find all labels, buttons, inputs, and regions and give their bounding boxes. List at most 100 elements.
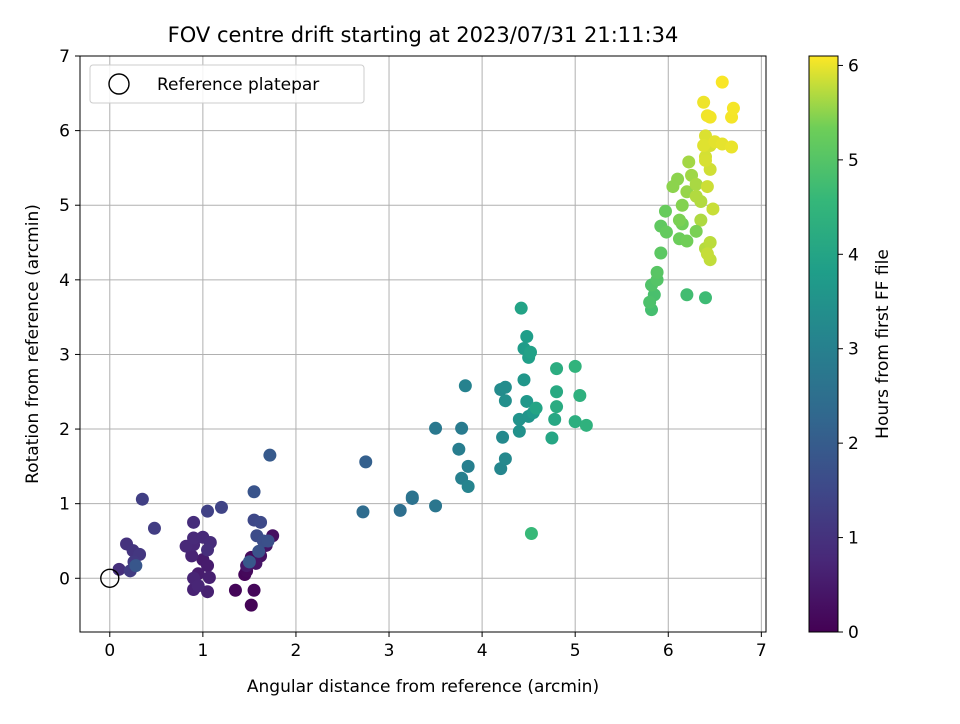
- data-point: [666, 180, 680, 194]
- data-point: [703, 110, 717, 124]
- colorbar-label: Hours from first FF file: [873, 249, 893, 439]
- legend-entry-label: Reference platepar: [157, 75, 319, 95]
- data-point: [725, 140, 739, 154]
- data-point: [201, 504, 215, 518]
- data-point: [461, 480, 475, 494]
- colorbar-tick-label: 3: [848, 340, 859, 360]
- data-point: [650, 265, 664, 279]
- legend-marker-icon: [108, 73, 130, 95]
- data-point: [697, 95, 711, 109]
- data-point: [498, 394, 512, 408]
- x-tick-label: 4: [477, 641, 488, 661]
- data-point: [654, 246, 668, 260]
- data-point: [244, 598, 258, 612]
- x-axis-label: Angular distance from reference (arcmin): [247, 677, 599, 697]
- data-point: [247, 583, 261, 597]
- y-tick-label: 1: [59, 495, 70, 515]
- data-point: [494, 462, 508, 476]
- colorbar-tick-label: 2: [848, 434, 859, 454]
- data-point: [689, 224, 703, 238]
- data-point: [520, 394, 534, 408]
- data-point: [672, 213, 686, 227]
- data-point: [524, 527, 538, 541]
- data-point: [689, 177, 703, 191]
- data-point: [550, 362, 564, 376]
- data-point: [689, 189, 703, 203]
- data-point: [698, 153, 712, 167]
- x-tick-label: 6: [663, 641, 674, 661]
- data-point: [579, 418, 593, 432]
- data-point: [706, 202, 720, 216]
- colorbar-tick-label: 4: [848, 245, 859, 265]
- data-point: [698, 291, 712, 305]
- data-point: [214, 500, 228, 514]
- data-point: [675, 198, 689, 212]
- data-point: [112, 562, 126, 576]
- data-point: [429, 421, 443, 435]
- data-point: [201, 559, 215, 573]
- chart-title: FOV centre drift starting at 2023/07/31 …: [168, 23, 679, 47]
- data-point: [643, 295, 657, 309]
- data-point: [524, 345, 538, 359]
- plot-frame: [79, 55, 767, 633]
- x-tick-label: 1: [197, 641, 208, 661]
- y-tick-label: 7: [59, 47, 70, 67]
- data-point: [498, 452, 512, 466]
- data-point: [405, 490, 419, 504]
- data-point: [187, 531, 201, 545]
- x-tick-label: 7: [756, 641, 767, 661]
- data-point: [455, 421, 469, 435]
- data-point: [202, 571, 216, 585]
- y-tick-label: 6: [59, 122, 70, 142]
- data-point: [263, 448, 277, 462]
- reference-point-marker: [100, 568, 120, 588]
- y-tick-label: 5: [59, 196, 70, 216]
- x-tick-label: 2: [291, 641, 302, 661]
- data-point: [550, 385, 564, 399]
- data-point: [147, 521, 161, 535]
- data-point: [550, 400, 564, 414]
- data-point: [247, 485, 261, 499]
- data-point: [228, 583, 242, 597]
- y-axis-label: Rotation from reference (arcmin): [23, 204, 43, 484]
- data-point: [659, 225, 673, 239]
- y-tick-label: 3: [59, 345, 70, 365]
- legend: Reference platepar: [89, 64, 365, 104]
- data-point: [568, 415, 582, 429]
- x-tick-label: 3: [384, 641, 395, 661]
- data-point: [498, 380, 512, 394]
- data-point: [568, 359, 582, 373]
- data-point: [252, 544, 266, 558]
- colorbar-ticks: 0 1 2 3 4 5 6: [838, 56, 859, 643]
- colorbar-tick-label: 5: [848, 151, 859, 171]
- data-points: [112, 75, 740, 612]
- data-point: [514, 301, 528, 315]
- colorbar-tick-label: 1: [848, 529, 859, 549]
- y-tick-label: 2: [59, 420, 70, 440]
- data-point: [254, 515, 268, 529]
- y-tick-label: 4: [59, 271, 70, 291]
- data-point: [129, 559, 143, 573]
- data-point: [359, 455, 373, 469]
- data-point: [680, 288, 694, 302]
- data-point: [520, 330, 534, 344]
- data-point: [429, 499, 443, 513]
- data-point: [698, 129, 712, 143]
- x-tick-label: 5: [570, 641, 581, 661]
- x-axis-ticks: 0 1 2 3 4 5 6 7: [104, 632, 767, 661]
- data-point: [512, 424, 526, 438]
- data-point: [697, 139, 711, 153]
- data-point: [545, 431, 559, 445]
- data-point: [680, 234, 694, 248]
- data-point: [356, 505, 370, 519]
- y-axis-ticks: 0 1 2 3 4 5 6 7: [59, 47, 80, 589]
- colorbar-tick-label: 6: [848, 56, 859, 76]
- data-point: [700, 180, 714, 194]
- data-point: [715, 75, 729, 89]
- data-point: [452, 442, 466, 456]
- colorbar-gradient: [808, 55, 839, 633]
- data-point: [185, 549, 199, 563]
- data-point: [703, 236, 717, 250]
- data-point: [682, 155, 696, 169]
- data-point: [496, 430, 510, 444]
